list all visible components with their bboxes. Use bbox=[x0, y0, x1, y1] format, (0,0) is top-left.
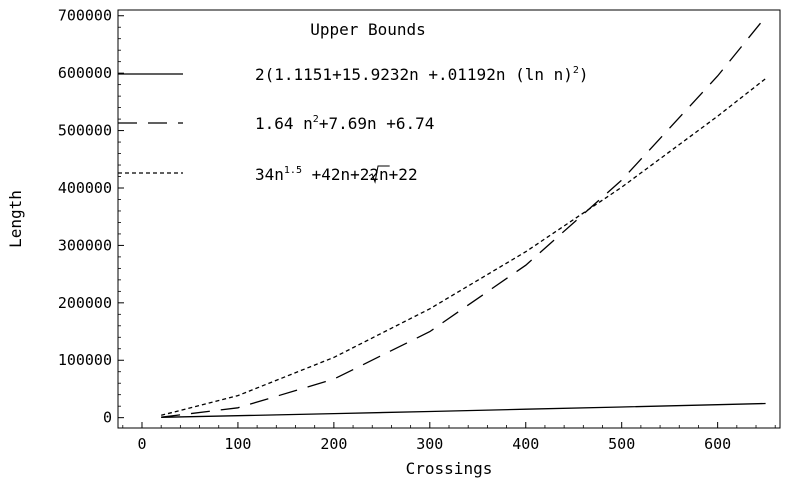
y-tick-label: 500000 bbox=[58, 122, 112, 140]
y-tick-label: 300000 bbox=[58, 236, 112, 254]
legend: Upper Bounds 2(1.1151+15.9232n +.01192n … bbox=[118, 20, 589, 184]
y-axis-label: Length bbox=[6, 190, 25, 248]
legend-entry-2-text: 1.64 n bbox=[255, 114, 313, 133]
x-tick-label: 600 bbox=[704, 435, 731, 453]
legend-entry-1-end: ) bbox=[579, 65, 589, 84]
y-tick-label: 0 bbox=[103, 409, 112, 427]
x-tick-label: 500 bbox=[608, 435, 635, 453]
legend-entry-1-text: 2(1.1151+15.9232n +.01192n (ln n) bbox=[255, 65, 573, 84]
legend-title: Upper Bounds bbox=[310, 20, 426, 39]
legend-entry-1: 2(1.1151+15.9232n +.01192n (ln n)2) bbox=[255, 65, 589, 84]
x-axis-ticks: 0 100 200 300 400 500 600 bbox=[122, 422, 776, 453]
y-tick-label: 600000 bbox=[58, 64, 112, 82]
legend-entry-3-sup: 1.5 bbox=[284, 165, 302, 176]
x-tick-label: 400 bbox=[512, 435, 539, 453]
series-lines bbox=[161, 16, 767, 418]
legend-entry-3-text: 34n bbox=[255, 165, 284, 184]
x-tick-label: 300 bbox=[416, 435, 443, 453]
legend-entry-3-end: +22 bbox=[389, 165, 418, 184]
legend-entry-2-end: +7.69n +6.74 bbox=[319, 114, 435, 133]
legend-entry-3-mid: +42n+22 bbox=[302, 165, 379, 184]
x-axis-label: Crossings bbox=[406, 459, 493, 478]
legend-entry-1-sup: 2 bbox=[573, 65, 579, 76]
series-line-solid bbox=[161, 402, 766, 418]
y-axis-ticks: 0 100000 200000 300000 400000 500000 600000 700… bbox=[58, 7, 124, 427]
x-tick-label: 200 bbox=[320, 435, 347, 453]
series-line-long-dash bbox=[161, 16, 767, 418]
y-tick-label: 200000 bbox=[58, 294, 112, 312]
legend-entry-2: 1.64 n2+7.69n +6.74 bbox=[255, 114, 434, 133]
legend-entry-3-radical: n bbox=[379, 165, 389, 184]
legend-entry-3: 34n1.5 +42n+22n+22 bbox=[255, 165, 418, 184]
x-tick-label: 100 bbox=[224, 435, 251, 453]
y-tick-label: 700000 bbox=[58, 7, 112, 25]
sqrt-icon bbox=[368, 165, 390, 184]
series-line-short-dash bbox=[161, 78, 767, 416]
legend-entry-2-sup: 2 bbox=[313, 114, 319, 125]
y-tick-label: 100000 bbox=[58, 351, 112, 369]
x-tick-label: 0 bbox=[137, 435, 146, 453]
y-tick-label: 400000 bbox=[58, 179, 112, 197]
